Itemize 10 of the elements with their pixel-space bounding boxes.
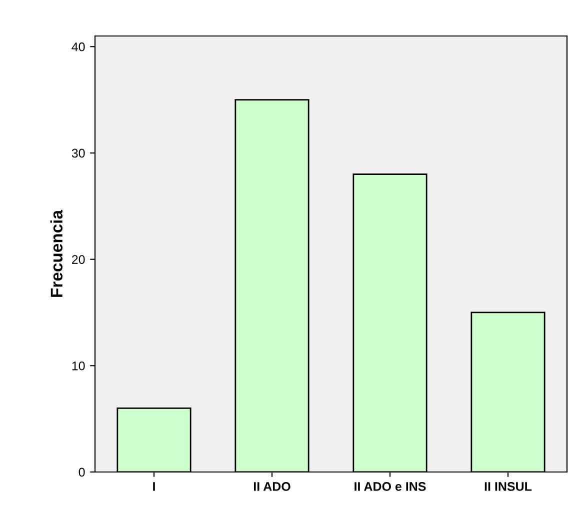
y-axis-title: Frecuencia: [50, 210, 63, 297]
y-tick-label: 40: [72, 42, 85, 52]
y-tick-label: 10: [72, 361, 85, 370]
y-tick-label: 20: [72, 255, 85, 264]
x-tick-label: I: [153, 482, 155, 491]
y-tick-label: 0: [78, 468, 85, 477]
x-tick-label: II INSUL: [484, 482, 532, 491]
x-tick-label: II ADO e INS: [354, 482, 426, 491]
x-tick-label: II ADO: [254, 482, 290, 491]
y-tick-label: 30: [72, 148, 85, 158]
